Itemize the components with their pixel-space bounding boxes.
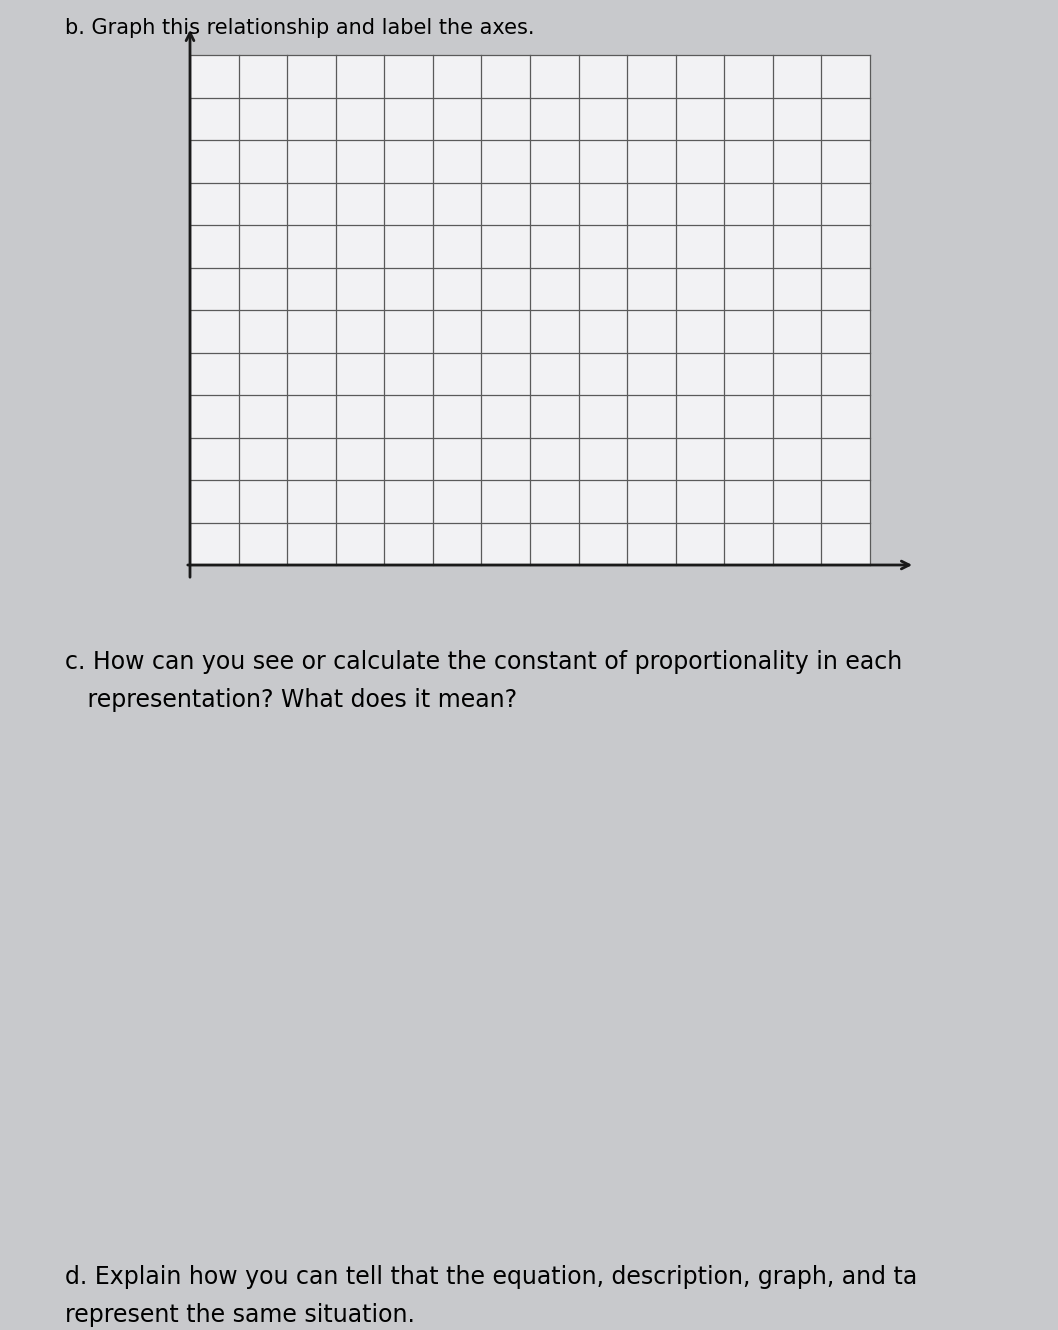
Text: d. Explain how you can tell that the equation, description, graph, and ta: d. Explain how you can tell that the equ… (65, 1265, 917, 1289)
Text: c. How can you see or calculate the constant of proportionality in each: c. How can you see or calculate the cons… (65, 650, 902, 674)
Bar (190, 55, 870, 565)
Text: b. Graph this relationship and label the axes.: b. Graph this relationship and label the… (65, 19, 534, 39)
Text: represent the same situation.: represent the same situation. (65, 1303, 415, 1327)
Text: representation? What does it mean?: representation? What does it mean? (65, 688, 517, 712)
